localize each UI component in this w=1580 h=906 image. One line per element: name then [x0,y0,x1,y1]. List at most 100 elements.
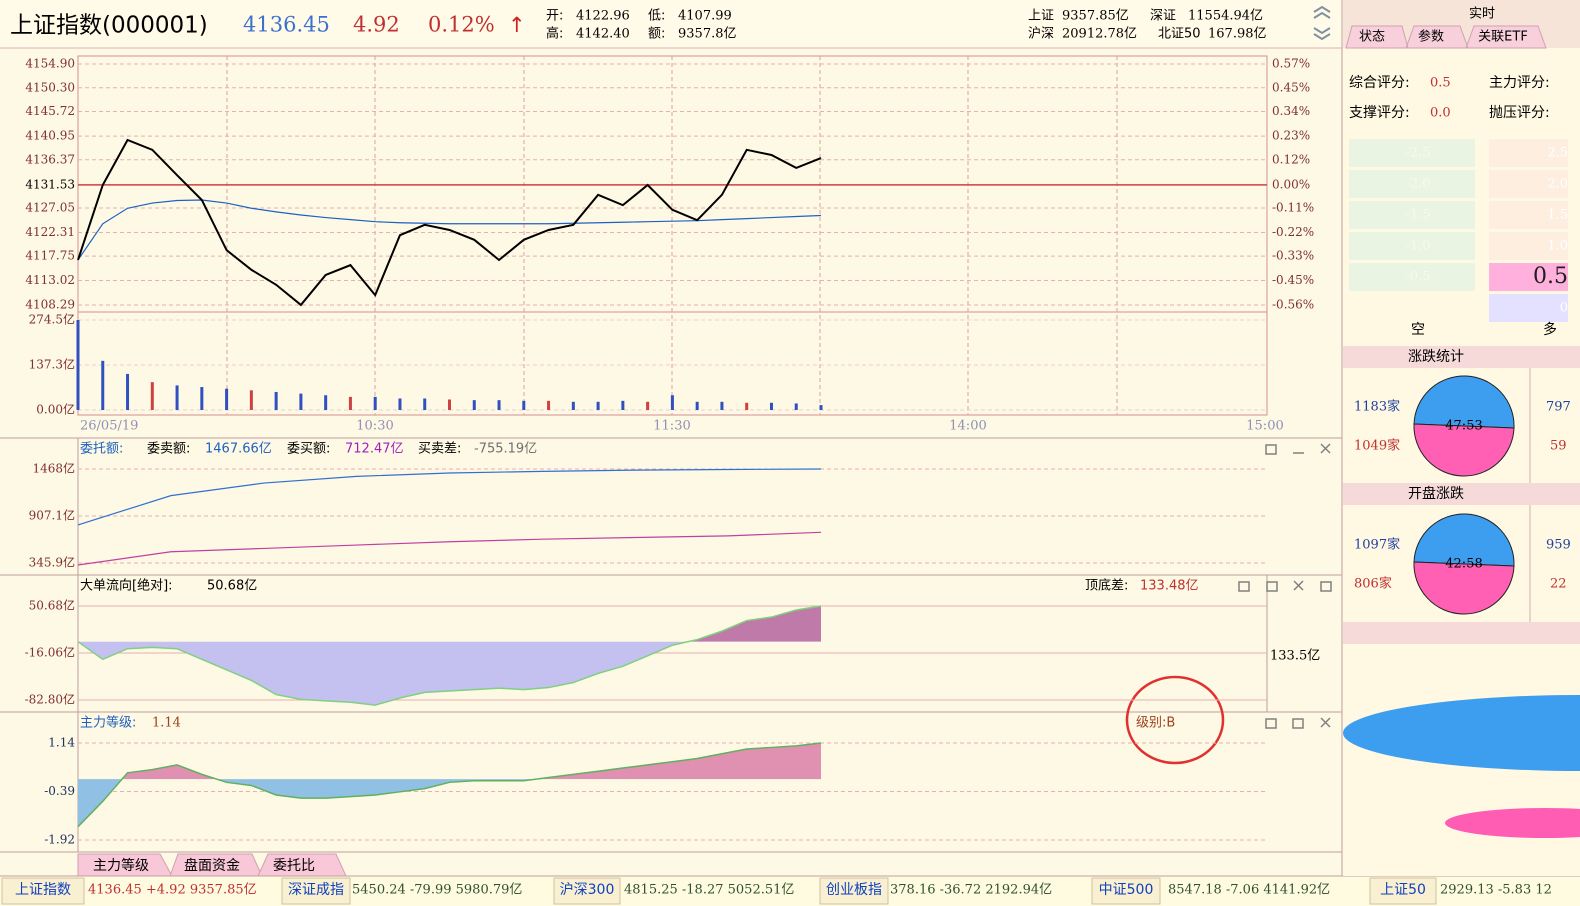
volume-bar [522,400,526,410]
pct-label: -0.22% [1272,225,1314,239]
y-tick-label: 50.68亿 [29,598,75,613]
ticker-name-box[interactable] [1,877,85,905]
volume-bar [571,401,575,410]
area-line [77,605,822,706]
sell-line [77,468,822,526]
y-tick-label: 0.00亿 [36,402,75,417]
area-line [77,742,822,828]
label: 42:58 [1445,557,1482,572]
time-label: 14:00 [949,419,986,434]
y-tick-label: 4136.37 [25,152,75,166]
panel-icons[interactable] [1238,443,1332,729]
label: 133.5亿 [1270,649,1320,664]
label: 实时 [1469,7,1495,22]
label: 额: [648,27,665,42]
collapse-icon[interactable] [1313,5,1331,41]
label: 1097家 [1354,537,1400,553]
label: 959 [1546,538,1571,553]
decor-ellipse [1343,695,1580,771]
label: 2.0 [1547,177,1568,192]
side-tab[interactable]: 关联ETF [1478,30,1528,45]
y-tick-label: 4150.30 [25,80,75,94]
label: 59 [1550,439,1567,454]
label: 1049家 [1354,438,1400,454]
label: 0.5 [1533,264,1568,289]
volume-bar [274,391,278,410]
y-tick-label: 274.5亿 [29,312,75,327]
scale-box [1349,232,1475,260]
volume-bar [794,403,798,410]
y-tick-label: -1.92 [44,833,75,847]
label: 133.48亿 [1140,579,1199,594]
area [78,743,821,827]
tab-label[interactable]: 盘面资金 [184,857,240,874]
ticker-name-box[interactable] [819,877,889,905]
label: 0.5 [1430,76,1451,91]
y-tick-label: 345.9亿 [29,555,75,570]
ticker-name-box[interactable] [1091,877,1161,905]
label: 47:53 [1445,419,1482,434]
side-tab[interactable]: 状态 [1359,30,1385,45]
ticker-bar [0,876,1580,906]
label: -0.5 [1405,270,1430,285]
volume-bar [76,320,80,410]
pct-label: -0.56% [1272,298,1314,312]
side-tabs[interactable] [1345,25,1547,49]
label: 开: [546,9,563,24]
volume-bar [200,387,204,410]
label: 9357.85亿 [1062,9,1129,24]
pct: 0.12% [428,13,495,37]
area [78,606,821,706]
scale-box [1489,263,1568,291]
y-tick-label: 4131.53 [25,177,75,191]
label: -2.5 [1405,146,1430,161]
tab-label[interactable]: 委托比 [273,858,315,874]
volume-bar [596,401,600,410]
ticker-text: 4815.25 -18.27 5052.51亿 [624,883,794,898]
scale-box [1349,263,1475,291]
highlight-circle [1125,675,1225,765]
label: 9357.8亿 [678,27,737,42]
label: 低: [648,9,665,24]
tab-label[interactable]: 主力等级 [93,857,149,874]
ticker-name-box[interactable] [1369,877,1437,905]
volume-bar [324,395,328,410]
scale-box [1349,170,1475,198]
label: 沪深 [1028,26,1054,42]
pct-label: 0.23% [1272,129,1310,143]
price: 4136.45 [243,13,330,37]
time-label: 11:30 [653,419,690,434]
ticker-name[interactable]: 上证指数 [15,882,71,898]
label: 北证50 [1158,27,1201,42]
label: 806家 [1354,576,1392,592]
volume-bar [720,401,724,410]
label: -1.0 [1405,239,1430,254]
y-tick-label: -16.06亿 [25,645,75,660]
volume-bar [126,373,130,410]
label: 0 [1560,301,1568,316]
scale-box [1489,139,1568,167]
volume-bar [175,385,179,410]
label: 1183家 [1354,399,1400,415]
ticker-text: 8547.18 -7.06 4141.92亿 [1168,883,1330,898]
y-tick-label: 4108.29 [25,298,75,312]
volume-bar [448,399,451,410]
ticker-name[interactable]: 沪深300 [560,882,615,898]
label: 空 [1411,322,1425,338]
ticker-name-box[interactable] [281,877,351,905]
label: 抛压评分: [1489,105,1550,121]
label: 797 [1546,400,1571,415]
y-tick-label: 4140.95 [25,129,75,143]
ticker-name[interactable]: 创业板指 [826,882,882,898]
label: 4107.99 [678,9,732,24]
price-line [77,138,822,307]
pct-label: 0.45% [1272,80,1310,94]
ticker-name[interactable]: 中证500 [1099,882,1154,898]
ticker-name-box[interactable] [553,877,621,905]
decor-ellipse [1445,808,1580,838]
side-tab[interactable]: 参数 [1418,29,1444,45]
ticker-name[interactable]: 深证成指 [288,882,344,898]
ticker-name[interactable]: 上证50 [1380,882,1426,898]
scale-box [1489,232,1568,260]
